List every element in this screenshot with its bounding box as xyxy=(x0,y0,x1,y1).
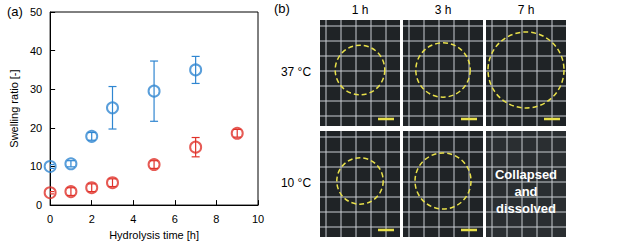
svg-text:10: 10 xyxy=(252,213,264,225)
svg-text:Hydrolysis time [h]: Hydrolysis time [h] xyxy=(109,229,199,241)
html-text:10 °C: 10 °C xyxy=(280,176,312,190)
svg-text:20: 20 xyxy=(30,122,42,134)
svg-text:6: 6 xyxy=(172,213,178,225)
svg-text:Swelling ratio [-]: Swelling ratio [-] xyxy=(8,69,20,147)
svg-text:0: 0 xyxy=(47,213,53,225)
html-text:(b): (b) xyxy=(274,1,290,16)
html-text:Collapsed and dissolved: Collapsed and dissolved xyxy=(494,167,558,216)
svg-text:4: 4 xyxy=(130,213,136,225)
svg-text:(a): (a) xyxy=(7,4,23,19)
svg-text:10: 10 xyxy=(30,160,42,172)
svg-text:40: 40 xyxy=(30,45,42,57)
svg-text:8: 8 xyxy=(213,213,219,225)
svg-text:30: 30 xyxy=(30,83,42,95)
svg-text:0: 0 xyxy=(36,199,42,211)
html-text:37 °C: 37 °C xyxy=(280,65,312,79)
html-text:7 h: 7 h xyxy=(517,3,535,17)
svg-text:2: 2 xyxy=(89,213,95,225)
html-text:1 h: 1 h xyxy=(351,3,369,17)
svg-text:50: 50 xyxy=(30,6,42,18)
html-text:3 h: 3 h xyxy=(434,3,452,17)
